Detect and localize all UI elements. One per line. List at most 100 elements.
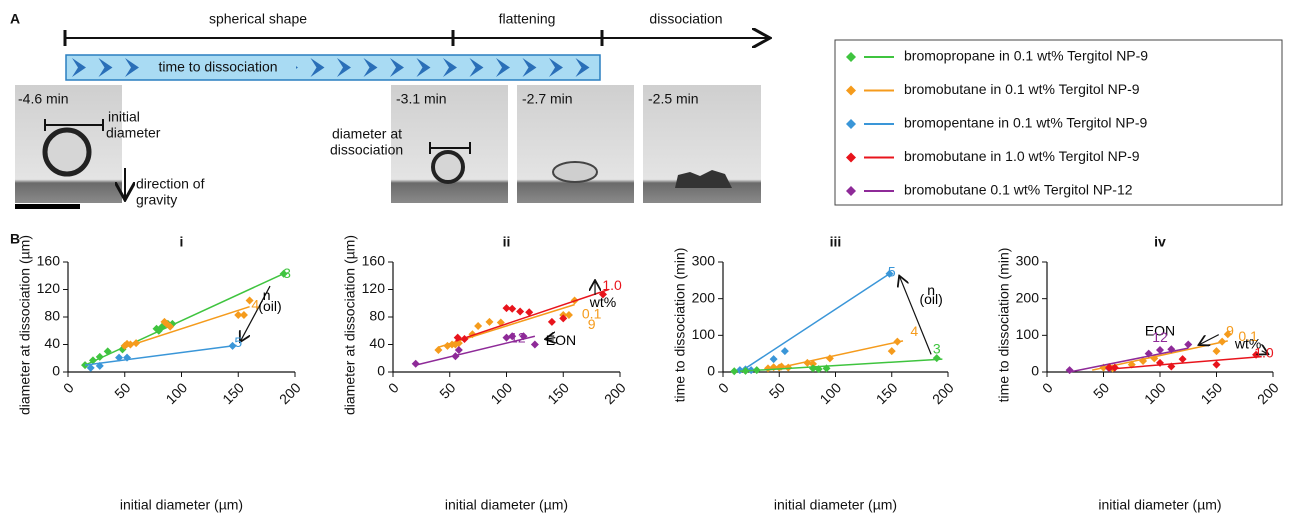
y-tick-label: 80	[369, 308, 385, 324]
chevron	[416, 58, 431, 77]
legend-marker	[846, 85, 856, 96]
point	[809, 364, 817, 373]
annotation: 1.0	[1254, 344, 1274, 360]
chevron	[443, 58, 457, 77]
x-tick-label: 200	[929, 379, 957, 407]
x-axis-label: initial diameter (µm)	[1098, 497, 1221, 513]
chart: iv 0 100 200 300 0 50 100 150 200 initial diameter…	[996, 234, 1282, 513]
annotation: (oil)	[258, 298, 281, 314]
point	[474, 321, 483, 330]
point	[245, 296, 254, 305]
fit-line	[739, 358, 943, 373]
point	[88, 356, 97, 365]
x-tick-label: 200	[601, 379, 629, 407]
point	[735, 366, 744, 375]
bar-label-bg	[140, 57, 296, 78]
legend-label: bromobutane 0.1 wt% Tergitol NP-12	[904, 182, 1133, 198]
fit-line	[455, 288, 609, 342]
point	[547, 317, 556, 326]
chevron	[522, 58, 537, 77]
point	[239, 310, 248, 319]
point	[752, 366, 761, 375]
point	[932, 354, 941, 363]
x-tick-label: 100	[487, 379, 515, 407]
point	[741, 366, 750, 375]
point	[1144, 349, 1153, 358]
annotation: 4	[251, 297, 259, 313]
annotation: 1.0	[602, 277, 622, 293]
point	[887, 347, 896, 356]
x-tick-label: 100	[1141, 379, 1169, 407]
fit-line	[122, 305, 250, 349]
annotation: 9	[588, 316, 596, 332]
y-tick-label: 200	[692, 289, 716, 305]
point	[95, 352, 104, 361]
point	[123, 353, 132, 362]
annotation: 4	[910, 323, 918, 339]
note: initial	[108, 109, 140, 125]
bar-label: time to dissociation	[158, 59, 277, 75]
point	[730, 367, 739, 376]
point	[166, 322, 175, 331]
fit-line	[1069, 347, 1189, 373]
annotation-arrow	[1200, 334, 1220, 345]
point	[564, 310, 573, 319]
stage-label: spherical shape	[209, 11, 307, 27]
y-axis-label: time to dissociation (min)	[996, 248, 1012, 403]
stage-label: dissociation	[649, 11, 722, 27]
point	[822, 364, 831, 373]
annotation: wt%	[589, 294, 616, 310]
x-tick-label: 150	[873, 379, 901, 407]
y-tick-label: 0	[707, 363, 715, 379]
chart-title: iii	[830, 234, 842, 250]
x-tick-label: 100	[816, 379, 844, 407]
chart-title: iv	[1154, 234, 1166, 250]
annotation-arrow	[241, 285, 271, 341]
legend-label: bromobutane in 0.1 wt% Tergitol NP-9	[904, 81, 1140, 97]
photo-time: -2.7 min	[522, 91, 573, 107]
legend-marker	[846, 119, 856, 129]
y-tick-label: 100	[1016, 326, 1040, 342]
fit-line	[767, 340, 904, 371]
chevron	[310, 58, 325, 77]
fit-line	[438, 303, 575, 348]
point	[1212, 360, 1221, 369]
point	[1212, 347, 1221, 356]
x-tick-label: 0	[60, 379, 77, 396]
point	[1223, 330, 1232, 339]
point	[126, 340, 135, 349]
annotation: 3	[933, 341, 941, 357]
annotation: 5	[234, 334, 242, 350]
point	[508, 332, 517, 341]
x-tick-label: 200	[1254, 379, 1282, 407]
y-tick-label: 40	[44, 335, 60, 351]
x-tick-label: 100	[162, 379, 190, 407]
point	[460, 335, 469, 343]
fit-line	[415, 335, 536, 366]
annotation: 12	[1152, 329, 1168, 345]
point	[893, 337, 902, 346]
annotation: 9	[1226, 322, 1234, 338]
x-tick-label: 50	[766, 379, 788, 401]
chevron	[337, 58, 351, 77]
photo	[517, 85, 634, 203]
annotation-arrow	[1262, 351, 1268, 354]
chevron	[363, 58, 378, 77]
chevron	[390, 58, 404, 77]
point	[559, 314, 568, 323]
point	[502, 304, 511, 313]
chevron	[496, 58, 510, 77]
chart: i 0 40 80 120 160 0 50 100 150 200 initial diameter…	[17, 234, 304, 513]
x-tick-label: 50	[1090, 379, 1112, 401]
fit-line	[84, 273, 284, 366]
y-tick-label: 100	[692, 326, 716, 342]
y-tick-label: 120	[37, 280, 61, 296]
annotation: wt%	[1234, 336, 1261, 352]
point	[434, 346, 443, 354]
droplet	[42, 127, 92, 177]
point	[1184, 340, 1193, 349]
y-tick-label: 40	[369, 335, 385, 351]
y-tick-label: 300	[692, 253, 716, 269]
note: diameter	[106, 125, 161, 141]
